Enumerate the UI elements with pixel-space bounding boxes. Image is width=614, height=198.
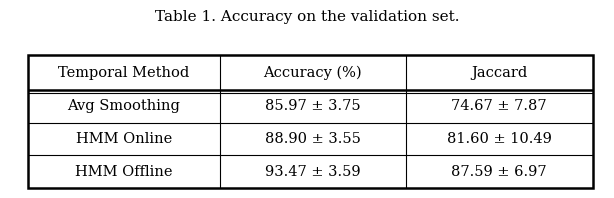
Text: Accuracy (%): Accuracy (%): [263, 66, 362, 80]
Text: Jaccard: Jaccard: [471, 66, 527, 80]
Text: 74.67 ± 7.87: 74.67 ± 7.87: [451, 99, 547, 113]
Text: 87.59 ± 6.97: 87.59 ± 6.97: [451, 165, 547, 179]
Text: 93.47 ± 3.59: 93.47 ± 3.59: [265, 165, 360, 179]
Text: HMM Offline: HMM Offline: [75, 165, 173, 179]
Bar: [28, 55, 593, 188]
Text: 85.97 ± 3.75: 85.97 ± 3.75: [265, 99, 360, 113]
Text: Temporal Method: Temporal Method: [58, 66, 189, 80]
Text: 88.90 ± 3.55: 88.90 ± 3.55: [265, 132, 361, 146]
Text: Avg Smoothing: Avg Smoothing: [67, 99, 180, 113]
Text: 81.60 ± 10.49: 81.60 ± 10.49: [447, 132, 552, 146]
Text: HMM Online: HMM Online: [76, 132, 172, 146]
Text: Table 1. Accuracy on the validation set.: Table 1. Accuracy on the validation set.: [155, 10, 459, 24]
